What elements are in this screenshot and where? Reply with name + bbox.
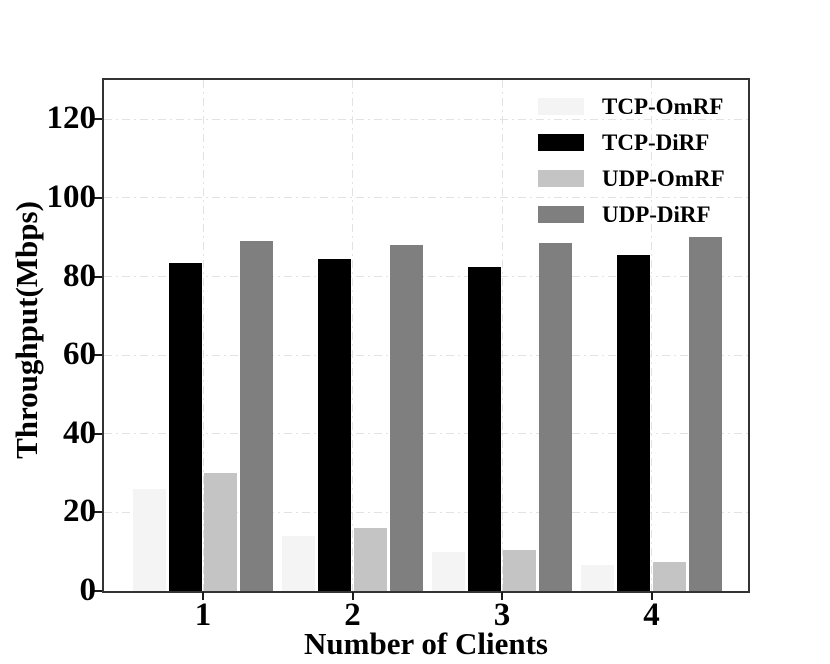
x-tick-label: 2	[344, 597, 361, 633]
bar-udp-omrf-clients-3	[503, 549, 537, 591]
bar-tcp-omrf-clients-2	[282, 535, 316, 591]
bar-udp-dirf-clients-1	[240, 241, 274, 591]
bar-tcp-omrf-clients-1	[132, 488, 166, 591]
legend: TCP-OmRF TCP-DiRF UDP-OmRF UDP-DiRF	[538, 94, 725, 242]
x-tick-label: 3	[493, 597, 511, 633]
bar-tcp-dirf-clients-3	[467, 266, 501, 591]
y-tick-label: 0	[79, 572, 97, 608]
x-axis-title: Number of Clients	[304, 626, 548, 661]
gridline-vertical	[352, 80, 353, 591]
y-tick-mark	[93, 118, 102, 121]
gridline-horizontal	[104, 276, 748, 278]
gridline-vertical	[202, 80, 204, 591]
y-tick-mark	[93, 590, 102, 592]
x-tick-mark	[501, 592, 503, 600]
legend-item-tcp-omrf: TCP-OmRF	[538, 94, 725, 119]
bar-tcp-dirf-clients-2	[318, 258, 352, 591]
y-tick-label: 20	[63, 493, 96, 530]
y-tick-mark	[93, 275, 102, 278]
bar-udp-dirf-clients-3	[539, 243, 573, 591]
legend-label-tcp-dirf: TCP-DiRF	[602, 130, 710, 155]
bar-udp-dirf-clients-4	[688, 237, 722, 591]
bar-udp-omrf-clients-4	[652, 561, 686, 591]
legend-item-udp-omrf: UDP-OmRF	[538, 166, 725, 191]
legend-item-udp-dirf: UDP-DiRF	[538, 202, 725, 227]
legend-swatch-tcp-omrf	[538, 98, 584, 115]
legend-label-tcp-omrf: TCP-OmRF	[602, 94, 724, 119]
gridline-vertical	[651, 80, 652, 591]
x-tick-label: 1	[194, 597, 212, 633]
legend-label-udp-dirf: UDP-DiRF	[602, 202, 711, 227]
y-tick-label: 40	[63, 414, 96, 451]
y-tick-label: 60	[63, 336, 96, 373]
y-tick-mark	[93, 196, 102, 199]
bar-tcp-omrf-clients-4	[581, 565, 615, 591]
gridline-horizontal	[104, 354, 748, 356]
bar-udp-dirf-clients-2	[389, 245, 423, 591]
y-tick-mark	[93, 511, 102, 514]
x-tick-label: 4	[643, 597, 660, 633]
bar-udp-omrf-clients-1	[204, 473, 238, 591]
y-tick-mark	[93, 354, 102, 357]
legend-swatch-udp-omrf	[538, 170, 584, 187]
bar-tcp-dirf-clients-1	[168, 262, 202, 591]
gridline-horizontal	[104, 118, 748, 120]
x-tick-mark	[202, 592, 204, 600]
legend-swatch-tcp-dirf	[538, 134, 584, 151]
bar-tcp-dirf-clients-4	[617, 254, 651, 591]
gridline-horizontal	[104, 433, 748, 435]
gridline-horizontal	[104, 197, 748, 199]
bar-udp-omrf-clients-2	[353, 528, 387, 591]
gridline-vertical	[501, 80, 503, 591]
x-tick-mark	[650, 592, 653, 600]
legend-label-udp-omrf: UDP-OmRF	[602, 166, 725, 191]
y-tick-label: 100	[46, 178, 97, 215]
legend-swatch-udp-dirf	[538, 206, 584, 223]
gridline-horizontal	[104, 511, 748, 513]
x-tick-mark	[351, 592, 354, 600]
y-tick-label: 80	[63, 257, 96, 294]
plot-area: TCP-OmRF TCP-DiRF UDP-OmRF UDP-DiRF	[102, 78, 750, 593]
bar-tcp-omrf-clients-3	[431, 551, 465, 591]
legend-item-tcp-dirf: TCP-DiRF	[538, 130, 725, 155]
y-tick-label: 120	[46, 100, 97, 137]
y-tick-mark	[93, 432, 102, 435]
